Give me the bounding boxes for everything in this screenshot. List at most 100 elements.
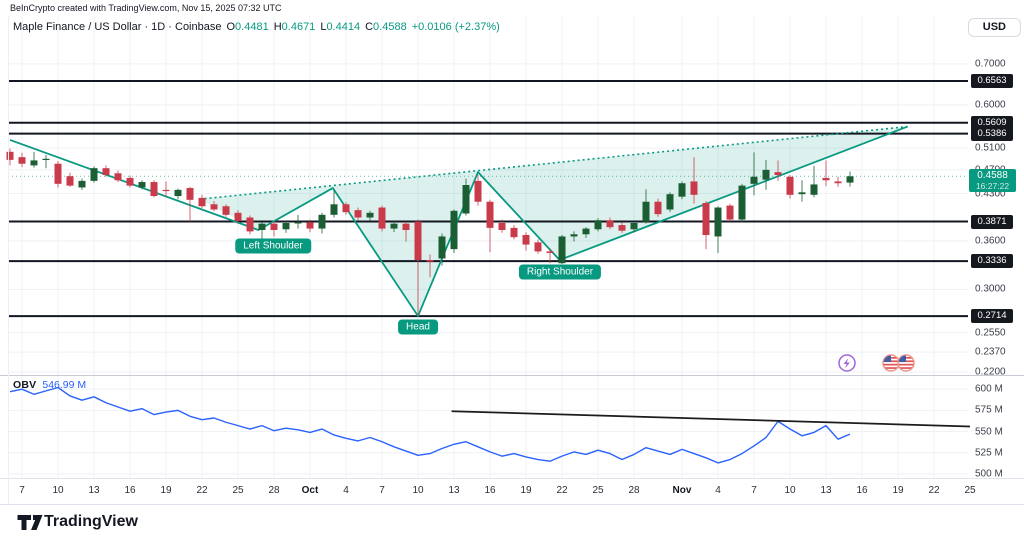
candle-body[interactable]: [606, 220, 614, 228]
candle-body[interactable]: [654, 201, 662, 215]
candle-body[interactable]: [774, 172, 782, 176]
candle-body[interactable]: [78, 180, 86, 188]
candle-body[interactable]: [390, 223, 398, 229]
time-tick-label[interactable]: 13: [88, 485, 100, 496]
candle-body[interactable]: [90, 168, 98, 181]
time-tick-label[interactable]: 19: [160, 485, 172, 496]
tradingview-logo-icon[interactable]: [17, 514, 43, 531]
candle-body[interactable]: [594, 220, 602, 230]
candle-body[interactable]: [186, 188, 194, 200]
candle-body[interactable]: [162, 189, 170, 192]
candle-body[interactable]: [354, 210, 362, 218]
time-tick-label[interactable]: 10: [784, 485, 796, 496]
candle-body[interactable]: [474, 180, 482, 202]
candle-body[interactable]: [738, 185, 746, 220]
time-tick-label[interactable]: 7: [19, 485, 25, 496]
candle-body[interactable]: [54, 163, 62, 184]
candle-body[interactable]: [714, 207, 722, 237]
candle-body[interactable]: [270, 223, 278, 230]
candle-body[interactable]: [642, 201, 650, 222]
obv-trendline[interactable]: [451, 410, 971, 428]
time-tick-label[interactable]: 4: [343, 485, 349, 496]
candle-body[interactable]: [138, 182, 146, 188]
candle-body[interactable]: [150, 182, 158, 197]
candle-body[interactable]: [750, 176, 758, 184]
candle-body[interactable]: [762, 169, 770, 180]
symbol-legend[interactable]: Maple Finance / US Dollar · 1D · Coinbas…: [13, 21, 500, 33]
neckline-dotted-trendline[interactable]: [199, 125, 908, 200]
candle-body[interactable]: [330, 204, 338, 215]
candle-body[interactable]: [822, 177, 830, 181]
candle-body[interactable]: [630, 222, 638, 230]
candle-body[interactable]: [666, 194, 674, 210]
time-tick-label[interactable]: 25: [592, 485, 604, 496]
candle-body[interactable]: [6, 151, 14, 160]
candle-body[interactable]: [618, 225, 626, 231]
candle-body[interactable]: [834, 181, 842, 184]
candle-body[interactable]: [582, 228, 590, 235]
candle-body[interactable]: [690, 181, 698, 195]
candle-body[interactable]: [678, 183, 686, 197]
candle-body[interactable]: [66, 176, 74, 186]
time-tick-label[interactable]: 22: [196, 485, 208, 496]
candle-body[interactable]: [558, 236, 566, 264]
time-tick-label[interactable]: 13: [820, 485, 832, 496]
time-tick-label[interactable]: 25: [232, 485, 244, 496]
obv-line[interactable]: [9, 386, 851, 464]
candle-body[interactable]: [42, 158, 50, 160]
candle-body[interactable]: [798, 192, 806, 195]
time-tick-label[interactable]: 16: [124, 485, 136, 496]
candle-body[interactable]: [366, 212, 374, 218]
candle-body[interactable]: [450, 210, 458, 250]
candle-body[interactable]: [726, 205, 734, 220]
candle-body[interactable]: [522, 235, 530, 245]
time-tick-label[interactable]: 16: [856, 485, 868, 496]
candle-body[interactable]: [426, 260, 434, 262]
candle-body[interactable]: [198, 197, 206, 207]
time-tick-label[interactable]: 10: [52, 485, 64, 496]
time-tick-label[interactable]: 7: [751, 485, 757, 496]
candle-body[interactable]: [438, 236, 446, 259]
candle-body[interactable]: [486, 201, 494, 228]
candle-body[interactable]: [510, 227, 518, 238]
candle-body[interactable]: [174, 189, 182, 197]
time-tick-label[interactable]: 22: [928, 485, 940, 496]
tradingview-brand-text[interactable]: TradingView: [44, 513, 138, 530]
candle-body[interactable]: [546, 251, 554, 253]
candle-body[interactable]: [222, 206, 230, 215]
candle-body[interactable]: [126, 177, 134, 186]
currency-toggle-button[interactable]: USD: [967, 18, 1021, 37]
candle-body[interactable]: [102, 168, 110, 176]
obv-indicator-name[interactable]: OBV: [13, 379, 37, 391]
candle-body[interactable]: [318, 214, 326, 229]
time-tick-label[interactable]: Oct: [301, 485, 319, 496]
candle-body[interactable]: [294, 222, 302, 224]
candle-body[interactable]: [846, 176, 854, 183]
candle-body[interactable]: [306, 222, 314, 229]
candle-body[interactable]: [402, 223, 410, 230]
candle-body[interactable]: [234, 212, 242, 221]
candle-body[interactable]: [414, 221, 422, 261]
candle-body[interactable]: [810, 184, 818, 195]
candle-body[interactable]: [786, 176, 794, 195]
time-tick-label[interactable]: 10: [412, 485, 424, 496]
time-tick-label[interactable]: 19: [520, 485, 532, 496]
time-tick-label[interactable]: 28: [268, 485, 280, 496]
candle-body[interactable]: [534, 242, 542, 252]
time-tick-label[interactable]: 19: [892, 485, 904, 496]
time-tick-label[interactable]: Nov: [672, 485, 692, 496]
candle-body[interactable]: [570, 234, 578, 237]
symbol-title[interactable]: Maple Finance / US Dollar · 1D · Coinbas…: [13, 21, 222, 33]
time-tick-label[interactable]: 7: [379, 485, 385, 496]
candle-body[interactable]: [342, 204, 350, 213]
candle-body[interactable]: [114, 173, 122, 181]
candle-body[interactable]: [378, 207, 386, 229]
time-tick-label[interactable]: 25: [964, 485, 976, 496]
candle-body[interactable]: [462, 185, 470, 214]
time-tick-label[interactable]: 4: [715, 485, 721, 496]
candle-body[interactable]: [282, 222, 290, 230]
candle-body[interactable]: [30, 160, 38, 166]
candle-body[interactable]: [210, 204, 218, 210]
time-tick-label[interactable]: 28: [628, 485, 640, 496]
